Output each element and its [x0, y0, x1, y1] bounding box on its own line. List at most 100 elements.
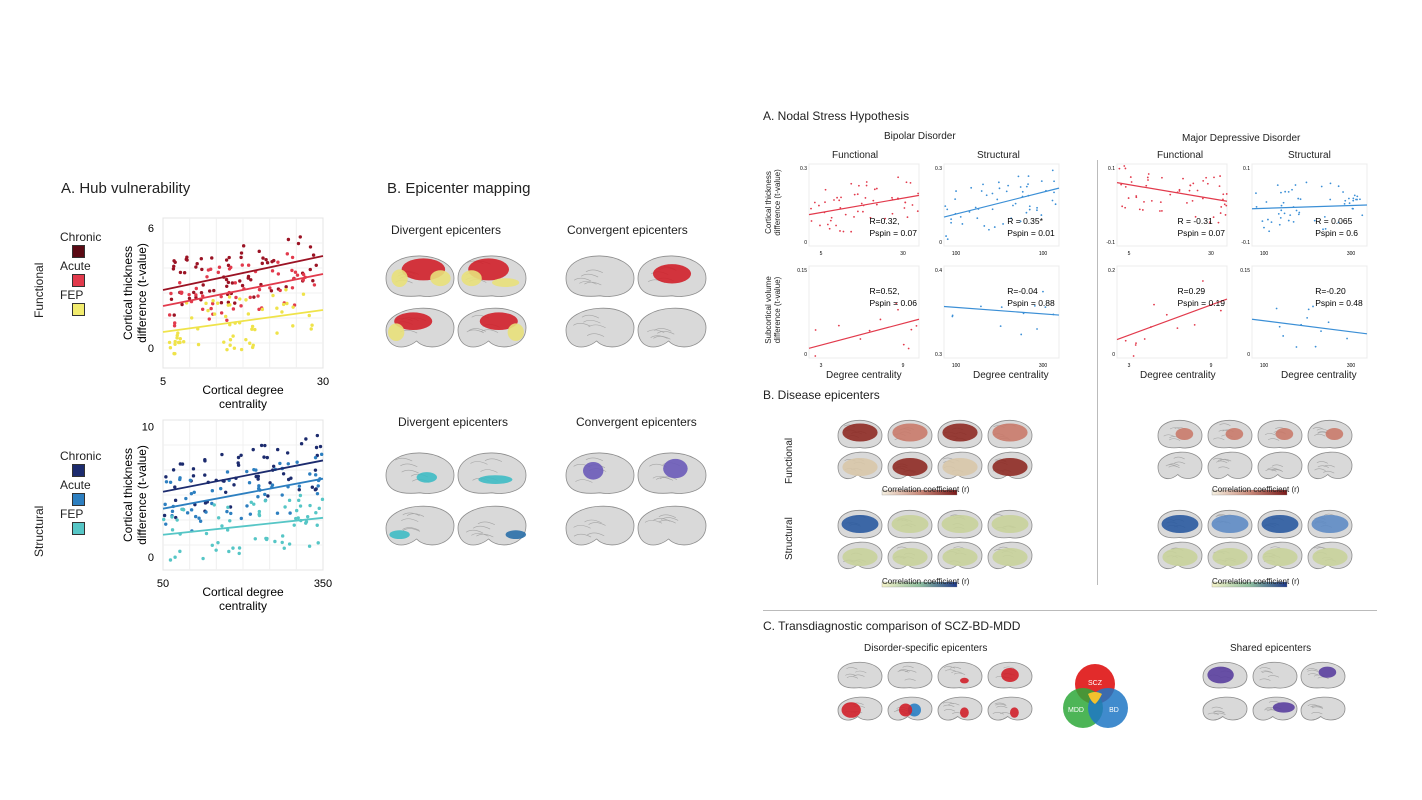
- data-point: [1219, 212, 1222, 214]
- brain-sulcus: [1316, 428, 1329, 432]
- brain-outline: [1207, 451, 1253, 479]
- brain-sulcus: [1259, 678, 1271, 681]
- cbar-label-2: Correlation coefficient (r): [1212, 485, 1300, 494]
- brain-sulcus: [1213, 437, 1225, 441]
- data-point: [998, 187, 1001, 190]
- brain-conv1-lat-l: [565, 255, 635, 297]
- disease-st-top-0-2: [937, 509, 983, 539]
- data-point: [1323, 215, 1326, 218]
- data-point: [313, 473, 318, 477]
- data-point: [207, 317, 211, 321]
- data-point: [245, 469, 249, 474]
- data-point: [282, 546, 286, 550]
- data-point: [210, 501, 214, 506]
- data-point: [237, 546, 242, 550]
- venn-bd-label: BD: [1109, 707, 1119, 714]
- data-point: [818, 204, 820, 207]
- data-point: [837, 324, 840, 327]
- brain-sulcus: [573, 525, 591, 529]
- x-tick-label: 100: [952, 251, 961, 257]
- data-point: [248, 341, 252, 345]
- data-point: [1021, 190, 1024, 193]
- data-point: [891, 212, 894, 215]
- data-point: [170, 509, 175, 514]
- brain-region: [391, 269, 408, 287]
- data-point: [168, 480, 173, 484]
- data-point: [172, 324, 177, 328]
- brain-sulcus: [1316, 461, 1328, 464]
- disease-structural-label: Structural: [784, 517, 795, 560]
- data-point: [1025, 211, 1028, 214]
- data-point: [201, 556, 205, 561]
- data-point: [219, 486, 223, 491]
- data-point: [172, 259, 176, 263]
- data-point: [270, 259, 274, 264]
- brain-sulcus: [948, 703, 960, 706]
- data-point: [308, 472, 312, 476]
- data-point: [301, 278, 305, 282]
- brain-region: [430, 270, 451, 287]
- data-point: [239, 304, 243, 308]
- data-point: [915, 324, 918, 327]
- brain-region: [1161, 515, 1199, 533]
- brain-sulcus: [1267, 438, 1280, 441]
- disease-fn-top-0-1: [887, 419, 933, 449]
- disease-fn-top-0-3: [987, 419, 1033, 449]
- brain-conv2-lat-r: [637, 452, 707, 494]
- data-point: [212, 288, 216, 293]
- data-point: [1263, 226, 1265, 229]
- data-point: [959, 216, 962, 218]
- data-point: [256, 477, 260, 481]
- brain-div1-lat-r: [457, 255, 527, 297]
- data-point: [1005, 190, 1008, 193]
- data-point: [256, 294, 260, 298]
- brain-sulcus: [846, 667, 858, 670]
- data-point: [891, 196, 893, 199]
- data-point: [1123, 165, 1126, 167]
- data-point: [917, 192, 919, 195]
- data-point: [225, 347, 229, 352]
- data-point: [1150, 199, 1153, 202]
- data-point: [838, 199, 841, 202]
- brain-sulcus: [853, 674, 865, 677]
- brain-region: [507, 323, 524, 341]
- data-point: [194, 293, 198, 297]
- y-tick-label: 10: [142, 422, 154, 434]
- data-point: [175, 333, 179, 338]
- data-point: [227, 295, 232, 299]
- data-point: [264, 537, 269, 542]
- data-point: [1353, 194, 1356, 197]
- data-point: [280, 493, 284, 497]
- data-point: [813, 201, 816, 204]
- legend-swatch-chronic: [72, 464, 85, 477]
- brain-region: [841, 515, 879, 533]
- data-point: [1025, 185, 1028, 188]
- data-point: [262, 455, 266, 459]
- data-point: [297, 488, 301, 492]
- venn-diagram: SCZ MDD BD: [1063, 664, 1128, 728]
- data-point: [858, 184, 860, 187]
- data-point: [168, 345, 173, 350]
- data-point: [1036, 209, 1038, 212]
- data-point: [228, 323, 232, 327]
- data-point: [293, 270, 298, 274]
- data-point: [253, 327, 257, 332]
- data-point: [1267, 218, 1269, 221]
- brain-sulcus: [949, 666, 962, 670]
- data-point: [320, 497, 325, 502]
- y-axis-label: difference (t-value): [135, 445, 149, 545]
- data-point: [257, 513, 262, 518]
- stat-r: R=-0.20: [1315, 286, 1346, 296]
- data-point: [961, 223, 964, 225]
- data-point: [1201, 280, 1204, 282]
- data-point: [997, 181, 1000, 184]
- data-point: [1320, 185, 1323, 188]
- data-point: [173, 485, 177, 489]
- data-point: [252, 467, 256, 472]
- y-tick-label: 0.4: [935, 268, 942, 274]
- data-point: [308, 503, 312, 508]
- brain-sulcus: [1323, 470, 1335, 474]
- data-point: [253, 537, 257, 541]
- data-point: [199, 256, 204, 261]
- brain-outline: [385, 452, 455, 494]
